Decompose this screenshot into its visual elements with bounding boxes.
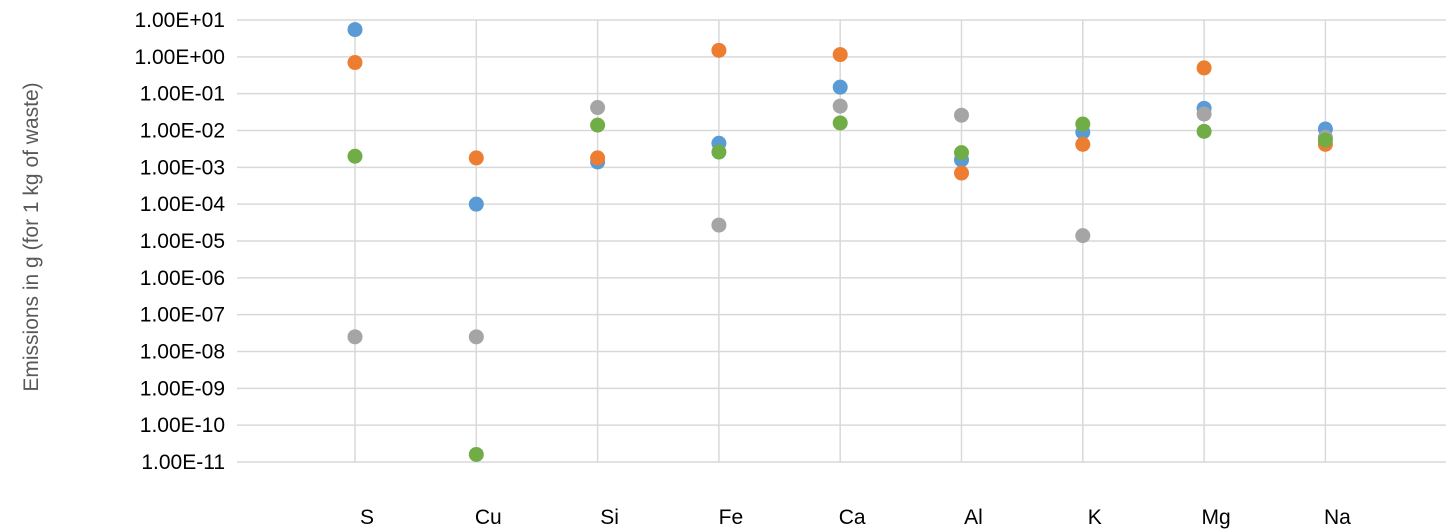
x-tick-label: Cu	[475, 506, 502, 529]
data-point	[347, 22, 363, 38]
x-tick-label: Fe	[719, 506, 744, 529]
data-point	[347, 55, 363, 71]
y-axis-title: Emissions in g (for 1 kg of waste)	[20, 82, 43, 391]
x-tick-label: Ca	[839, 506, 866, 529]
data-point	[468, 150, 484, 166]
data-point	[468, 196, 484, 212]
data-point	[832, 115, 848, 131]
data-point	[1075, 136, 1091, 152]
y-tick-label: 1.00E+00	[134, 46, 225, 69]
data-point	[1075, 228, 1091, 244]
data-point	[711, 42, 727, 58]
vertical-gridlines	[354, 20, 1327, 462]
data-point	[590, 117, 606, 133]
data-point	[832, 47, 848, 63]
data-point	[711, 217, 727, 233]
data-point	[1196, 60, 1212, 76]
y-tick-label: 1.00E-06	[140, 267, 225, 290]
y-tick-label: 1.00E-03	[140, 156, 225, 179]
y-tick-label: 1.00E-08	[140, 341, 225, 364]
data-point	[468, 446, 484, 462]
data-point	[954, 107, 969, 123]
y-axis-tick-labels: 1.00E-11 1.00E-10 1.00E-09 1.00E-08 1.00E-07…	[134, 9, 225, 474]
x-tick-label: Al	[964, 506, 983, 529]
data-point	[347, 148, 363, 164]
data-point	[1196, 106, 1212, 122]
data-point	[1196, 123, 1212, 139]
x-axis-tick-labels: S Cu Si Fe Ca Al K Mg Na	[360, 506, 1351, 529]
x-tick-label: Na	[1324, 506, 1351, 529]
y-tick-label: 1.00E-07	[140, 304, 225, 327]
data-point	[468, 329, 484, 345]
data-point	[590, 150, 606, 166]
y-tick-label: 1.00E-05	[140, 230, 225, 253]
data-point	[832, 98, 848, 114]
data-point	[832, 79, 848, 95]
data-points	[347, 22, 1333, 462]
horizontal-gridlines	[237, 19, 1446, 463]
y-tick-label: 1.00E-04	[140, 193, 226, 216]
y-tick-label: 1.00E-11	[141, 451, 225, 474]
data-point	[954, 145, 969, 161]
x-tick-label: K	[1088, 506, 1102, 529]
data-point	[1075, 116, 1091, 132]
data-point	[590, 100, 606, 116]
x-tick-label: S	[360, 506, 374, 529]
data-point	[1317, 132, 1333, 148]
y-tick-label: 1.00E-02	[140, 120, 225, 143]
x-tick-label: Si	[600, 506, 619, 529]
data-point	[954, 165, 969, 181]
y-tick-label: 1.00E-01	[140, 83, 225, 106]
y-tick-label: 1.00E+01	[134, 9, 225, 32]
y-tick-label: 1.00E-09	[140, 377, 225, 400]
data-point	[347, 329, 363, 345]
y-tick-label: 1.00E-10	[140, 414, 225, 437]
x-tick-label: Mg	[1202, 506, 1231, 529]
data-point	[711, 144, 727, 160]
